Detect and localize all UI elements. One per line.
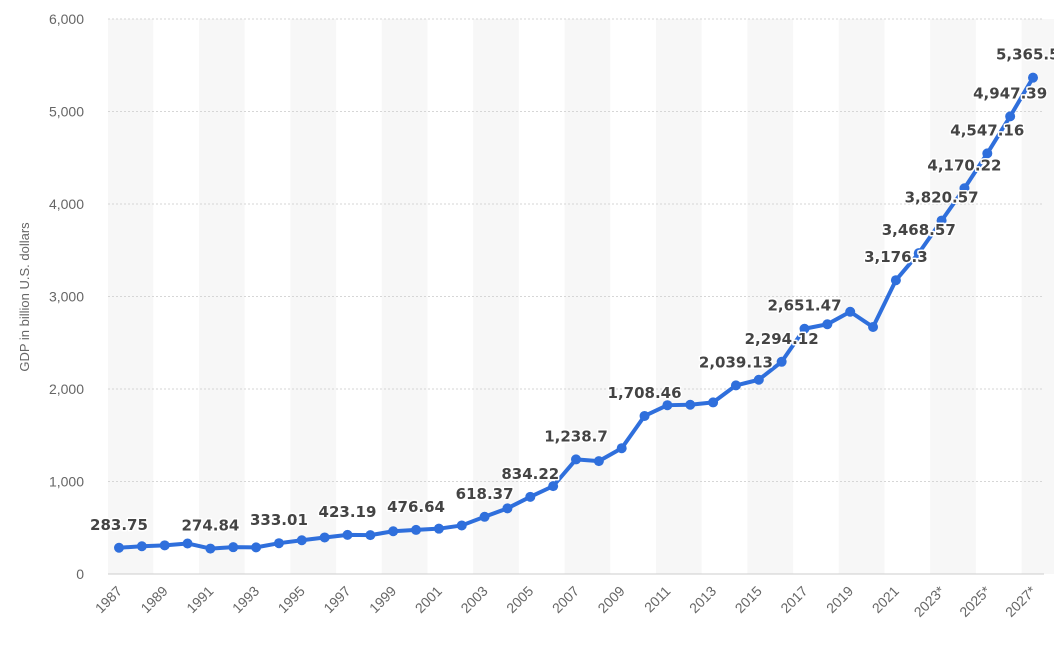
data-point[interactable] <box>730 380 741 391</box>
data-label: 834.22 <box>501 465 559 483</box>
data-point[interactable] <box>868 322 879 333</box>
y-tick-label: 4,000 <box>49 196 84 212</box>
data-label: 3,176.3 <box>864 248 928 266</box>
x-tick-label: 2001 <box>412 583 445 616</box>
data-point[interactable] <box>319 532 330 543</box>
data-point[interactable] <box>890 275 901 286</box>
x-tick-label: 2013 <box>686 583 719 616</box>
data-label: 1,708.46 <box>608 384 682 402</box>
data-point[interactable] <box>593 456 604 467</box>
y-tick-label: 6,000 <box>49 11 84 27</box>
x-tick-label: 2025* <box>956 582 994 620</box>
data-label: 3,468.57 <box>882 221 956 239</box>
data-label: 3,820.57 <box>905 189 979 207</box>
data-label: 274.84 <box>181 517 239 535</box>
data-label: 423.19 <box>319 503 377 521</box>
data-point[interactable] <box>296 535 307 546</box>
y-tick-label: 0 <box>76 566 84 582</box>
y-tick-label: 1,000 <box>49 474 84 490</box>
background-band <box>655 19 702 574</box>
data-point[interactable] <box>571 454 581 465</box>
y-tick-label: 2,000 <box>49 381 84 397</box>
data-point[interactable] <box>1028 72 1038 83</box>
data-label: 618.37 <box>456 485 514 503</box>
data-point[interactable] <box>342 529 353 540</box>
data-point[interactable] <box>753 374 764 385</box>
data-point[interactable] <box>776 356 787 367</box>
data-point[interactable] <box>502 503 513 514</box>
y-axis-title: GDP in billion U.S. dollars <box>17 222 32 372</box>
data-point[interactable] <box>548 481 559 492</box>
data-label: 4,547.16 <box>950 121 1024 139</box>
x-axis-ticks: 1987 1989 1991 1993 1995 1997 1999 2001 2003 2005… <box>92 582 1040 620</box>
data-point[interactable] <box>1005 111 1016 122</box>
data-point[interactable] <box>982 148 993 159</box>
x-tick-label: 1989 <box>137 583 170 616</box>
data-point[interactable] <box>685 399 696 410</box>
data-point[interactable] <box>845 306 856 317</box>
data-label: 2,294.12 <box>745 330 819 348</box>
data-point[interactable] <box>525 491 536 502</box>
data-point[interactable] <box>114 542 124 553</box>
gdp-series <box>114 72 1038 554</box>
y-tick-label: 5,000 <box>49 104 84 120</box>
y-axis-ticks: 0 1,000 2,000 3,000 4,000 5,000 6,000 <box>49 11 84 582</box>
data-point[interactable] <box>136 541 147 552</box>
data-point[interactable] <box>388 526 399 537</box>
data-point[interactable] <box>228 542 239 553</box>
data-label: 1,238.7 <box>544 427 608 445</box>
data-label: 5,365.55 <box>996 46 1054 64</box>
x-tick-label: 1991 <box>183 583 216 616</box>
data-label: 4,947.39 <box>973 84 1047 102</box>
data-point[interactable] <box>479 511 490 522</box>
x-tick-label: 1995 <box>275 583 308 616</box>
x-tick-label: 2009 <box>594 583 627 616</box>
data-point[interactable] <box>433 523 444 534</box>
x-tick-label: 2027* <box>1002 582 1040 620</box>
data-point[interactable] <box>913 248 924 259</box>
data-point[interactable] <box>799 323 810 334</box>
data-point[interactable] <box>365 530 376 541</box>
gridlines <box>108 18 1044 575</box>
data-point[interactable] <box>662 400 673 411</box>
x-tick-label: 2021 <box>869 583 902 616</box>
data-point[interactable] <box>616 443 627 454</box>
data-point[interactable] <box>411 524 422 535</box>
x-tick-label: 2007 <box>549 583 582 616</box>
x-tick-label: 2015 <box>732 583 765 616</box>
data-point[interactable] <box>456 520 467 531</box>
data-label: 476.64 <box>387 498 445 516</box>
x-tick-label: 2003 <box>457 583 490 616</box>
data-point[interactable] <box>182 538 193 549</box>
data-point[interactable] <box>936 215 947 226</box>
data-label: 2,039.13 <box>699 353 773 371</box>
data-point[interactable] <box>273 538 284 549</box>
x-tick-label: 1993 <box>229 583 262 616</box>
data-labels: 283.75 274.84 333.01 423.19 476.64 618.37 834.… <box>89 44 1054 536</box>
data-label: 2,651.47 <box>767 297 841 315</box>
data-point[interactable] <box>159 540 170 551</box>
background-band <box>108 19 154 574</box>
x-tick-label: 2023* <box>911 582 949 620</box>
data-point[interactable] <box>959 183 970 194</box>
x-tick-label: 2005 <box>503 583 536 616</box>
data-label: 283.75 <box>90 516 148 534</box>
x-tick-label: 2019 <box>823 583 856 616</box>
data-point[interactable] <box>639 410 650 421</box>
data-label: 4,170.22 <box>927 156 1001 174</box>
x-tick-label: 2017 <box>777 583 810 616</box>
x-tick-label: 2011 <box>641 583 674 616</box>
data-point[interactable] <box>822 319 833 330</box>
y-tick-label: 3,000 <box>49 289 84 305</box>
x-tick-label: 1999 <box>366 583 399 616</box>
x-tick-label: 1987 <box>92 583 125 616</box>
data-point[interactable] <box>251 542 262 553</box>
data-point[interactable] <box>205 543 216 554</box>
background-band <box>564 19 611 574</box>
x-tick-label: 1997 <box>320 583 353 616</box>
data-label: 333.01 <box>250 511 308 529</box>
data-point[interactable] <box>708 397 719 408</box>
